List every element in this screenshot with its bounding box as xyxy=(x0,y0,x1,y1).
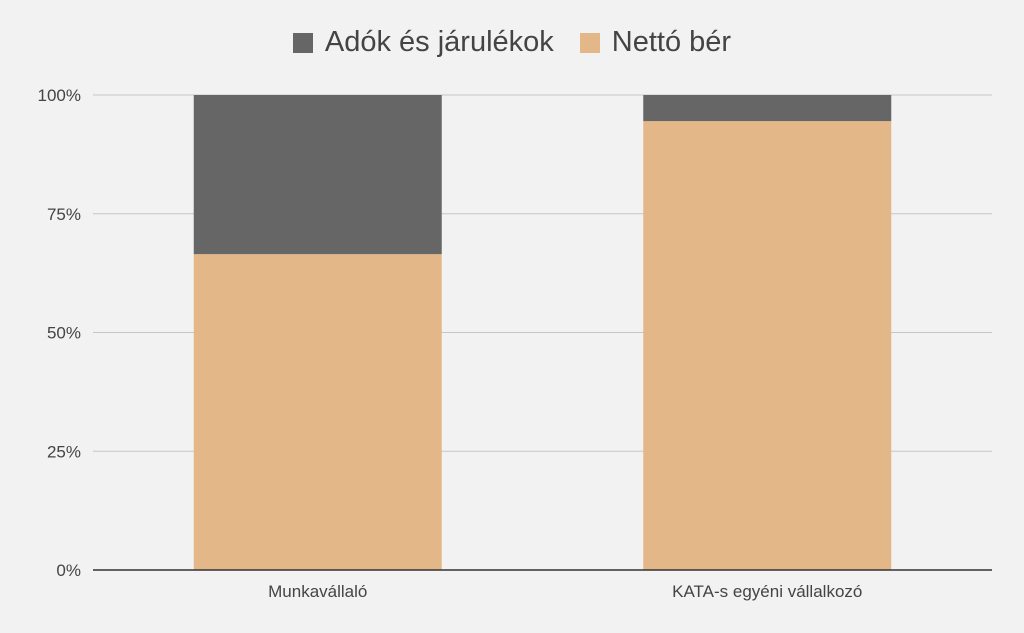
legend-swatch-taxes xyxy=(292,32,313,53)
x-tick-label: KATA-s egyéni vállalkozó xyxy=(672,582,862,601)
y-tick-label: 25% xyxy=(47,442,81,461)
bar-segment-net-wage-0[interactable] xyxy=(193,254,442,570)
bar-segment-taxes-0[interactable] xyxy=(193,95,442,255)
y-tick-label: 50% xyxy=(47,324,81,343)
bar-segment-taxes-1[interactable] xyxy=(643,95,892,122)
bar-segment-net-wage-1[interactable] xyxy=(643,121,892,570)
y-tick-label: 100% xyxy=(38,86,81,105)
legend-label-net-wage: Nettó bér xyxy=(611,26,732,58)
y-tick-label: 75% xyxy=(47,205,81,224)
legend-item-taxes[interactable]: Adók és járulékok xyxy=(292,26,554,59)
legend-swatch-net-wage xyxy=(579,32,600,53)
legend-label-taxes: Adók és járulékok xyxy=(324,26,554,58)
y-tick-label: 0% xyxy=(56,561,81,580)
legend-item-net-wage[interactable]: Nettó bér xyxy=(579,26,732,59)
x-tick-label: Munkavállaló xyxy=(268,582,367,601)
legend: Adók és járulékok Nettó bér xyxy=(0,26,1024,59)
